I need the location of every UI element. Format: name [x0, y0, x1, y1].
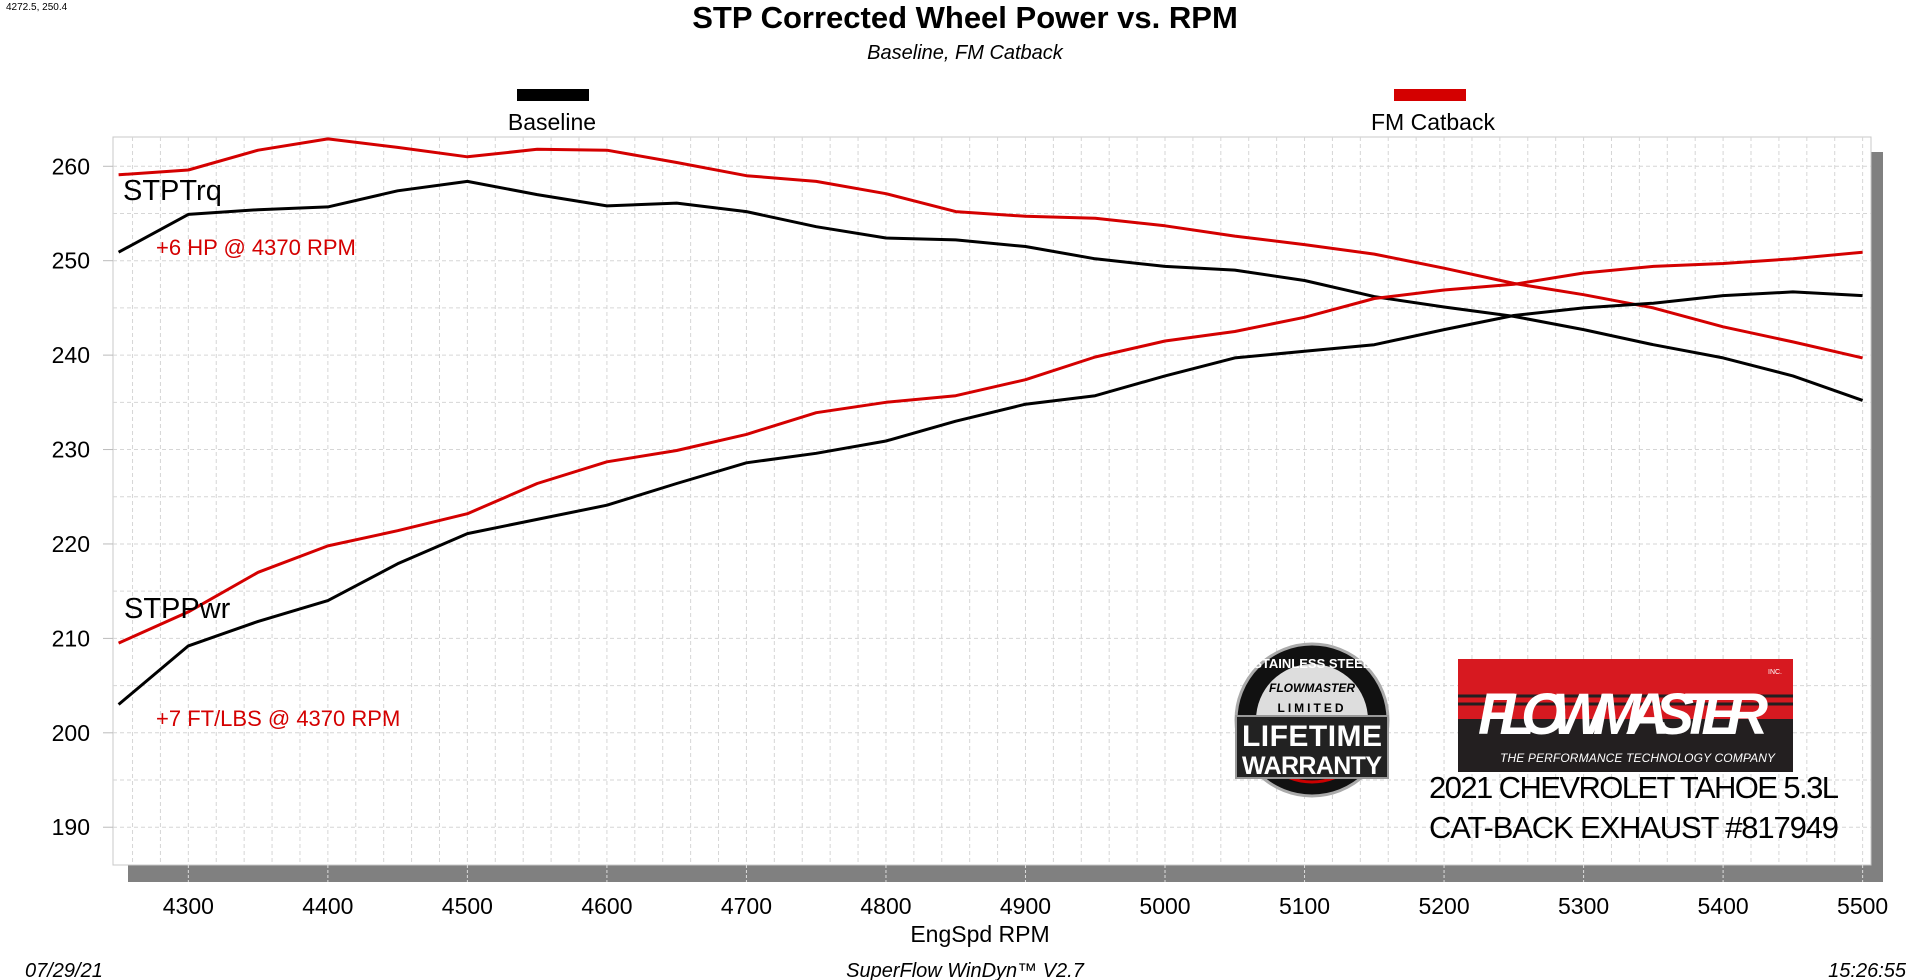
flowmaster-logo: FLOWMASTER INC. THE PERFORMANCE TECHNOLO… — [1458, 659, 1793, 772]
svg-text:THE PERFORMANCE TECHNOLOGY COM: THE PERFORMANCE TECHNOLOGY COMPANY — [1500, 751, 1776, 765]
x-tick-label: 4400 — [302, 893, 353, 919]
x-axis-label: EngSpd RPM — [910, 921, 1049, 947]
svg-text:LIMITED: LIMITED — [1278, 701, 1347, 715]
x-tick-label: 5400 — [1698, 893, 1749, 919]
x-tick-label: 4300 — [163, 893, 214, 919]
footer-time: 15:26:55 — [1828, 960, 1907, 980]
vehicle-line-2: CAT-BACK EXHAUST #817949 — [1429, 810, 1839, 845]
series-line-baseline-stptrq — [117, 179, 1864, 402]
y-tick-label: 250 — [52, 248, 90, 274]
svg-text:LIFETIME: LIFETIME — [1242, 720, 1382, 753]
chart-title: STP Corrected Wheel Power vs. RPM — [692, 0, 1238, 35]
x-tick-label: 5000 — [1139, 893, 1190, 919]
x-axis: 4300 4400 4500 4600 4700 4800 4900 5000 5100 5200… — [163, 865, 1888, 919]
x-tick-label: 5100 — [1279, 893, 1330, 919]
y-tick-label: 240 — [52, 342, 90, 368]
footer-software: SuperFlow WinDyn™ V2.7 — [846, 960, 1085, 980]
y-tick-label: 190 — [52, 814, 90, 840]
svg-text:FLOWMASTER: FLOWMASTER — [1269, 681, 1355, 695]
y-axis: 190 200 210 220 230 240 250 260 — [52, 153, 113, 840]
y-tick-label: 220 — [52, 531, 90, 557]
footer-date: 07/29/21 — [25, 960, 103, 980]
x-tick-label: 5200 — [1418, 893, 1469, 919]
warranty-badge-logo: STAINLESS STEEL FLOWMASTER LIMITED LIFET… — [1234, 642, 1390, 798]
svg-text:INC.: INC. — [1768, 669, 1782, 676]
x-tick-label: 4600 — [581, 893, 632, 919]
series-line-fm-catback-stppwr — [117, 250, 1863, 645]
y-tick-label: 210 — [52, 625, 90, 651]
hp-gain-annotation: +6 HP @ 4370 RPM — [156, 235, 356, 260]
legend-swatch-fm-catback — [1394, 89, 1466, 101]
legend-label-baseline: Baseline — [508, 109, 596, 135]
y-tick-label: 200 — [52, 720, 90, 746]
svg-text:FLOWMASTER: FLOWMASTER — [1478, 682, 1768, 747]
x-tick-label: 4900 — [1000, 893, 1051, 919]
x-tick-label: 5500 — [1837, 893, 1888, 919]
series-line-baseline-stppwr — [117, 290, 1863, 706]
x-tick-label: 4700 — [721, 893, 772, 919]
y-tick-label: 230 — [52, 437, 90, 463]
cursor-readout: 4272.5, 250.4 — [6, 2, 68, 13]
chart-subtitle: Baseline, FM Catback — [867, 42, 1064, 64]
series-line-fm-catback-stptrq — [118, 137, 1863, 360]
vehicle-line-1: 2021 CHEVROLET TAHOE 5.3L — [1429, 770, 1839, 805]
x-tick-label: 4500 — [442, 893, 493, 919]
svg-text:STAINLESS STEEL: STAINLESS STEEL — [1253, 656, 1371, 671]
tq-gain-annotation: +7 FT/LBS @ 4370 RPM — [156, 706, 400, 731]
y-tick-label: 260 — [52, 153, 90, 179]
legend-label-fm-catback: FM Catback — [1371, 109, 1495, 135]
legend: Baseline FM Catback — [508, 89, 1495, 135]
torque-label: STPTrq — [123, 175, 222, 207]
x-tick-label: 5300 — [1558, 893, 1609, 919]
legend-swatch-baseline — [517, 89, 589, 101]
svg-text:WARRANTY: WARRANTY — [1242, 752, 1382, 780]
series-lines — [117, 137, 1864, 706]
x-tick-label: 4800 — [860, 893, 911, 919]
power-label: STPPwr — [124, 593, 231, 625]
